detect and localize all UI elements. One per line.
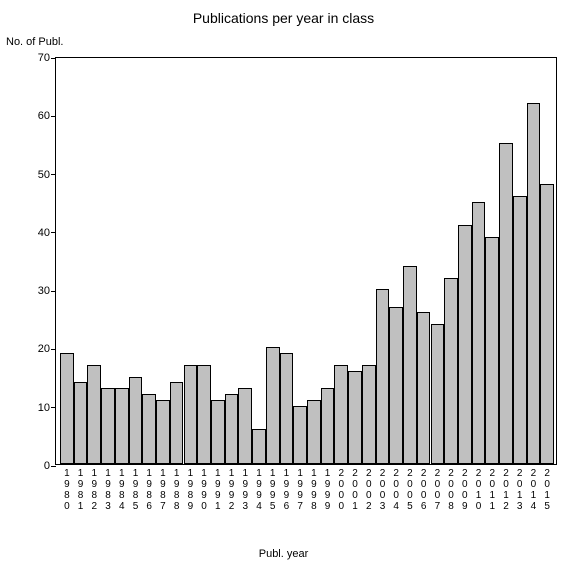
xtick-label: 2 0 1 3 — [513, 464, 527, 512]
bar — [389, 307, 403, 464]
ytick-label: 0 — [20, 460, 56, 472]
bar — [458, 225, 472, 464]
xtick-label: 1 9 8 4 — [115, 464, 129, 512]
xtick-label: 1 9 8 1 — [74, 464, 88, 512]
ytick-label: 30 — [20, 285, 56, 297]
bar — [527, 103, 541, 464]
xtick-label: 1 9 9 9 — [321, 464, 335, 512]
plot-area: 0102030405060701 9 8 01 9 8 11 9 8 21 9 … — [55, 57, 557, 465]
bar — [334, 365, 348, 464]
xtick-label: 1 9 9 5 — [266, 464, 280, 512]
chart-title: Publications per year in class — [0, 10, 567, 26]
xtick-label: 1 9 8 5 — [129, 464, 143, 512]
bar — [156, 400, 170, 464]
xtick-label: 2 0 1 4 — [527, 464, 541, 512]
bar — [142, 394, 156, 464]
xtick-label: 2 0 0 0 — [334, 464, 348, 512]
chart-container: Publications per year in class No. of Pu… — [0, 0, 567, 567]
bar — [101, 388, 115, 464]
ytick-label: 50 — [20, 169, 56, 181]
bar — [444, 278, 458, 465]
xtick-label: 1 9 8 9 — [184, 464, 198, 512]
ytick-label: 40 — [20, 227, 56, 239]
bar — [403, 266, 417, 464]
ytick-label: 60 — [20, 110, 56, 122]
xtick-label: 1 9 8 2 — [87, 464, 101, 512]
bar — [266, 347, 280, 464]
bar — [293, 406, 307, 464]
x-axis-label: Publ. year — [0, 548, 567, 560]
xtick-label: 1 9 8 3 — [101, 464, 115, 512]
xtick-label: 1 9 8 0 — [60, 464, 74, 512]
y-axis-label: No. of Publ. — [6, 36, 63, 48]
bar — [115, 388, 129, 464]
bar — [238, 388, 252, 464]
bar — [129, 377, 143, 464]
xtick-label: 2 0 0 4 — [389, 464, 403, 512]
xtick-label: 2 0 0 1 — [348, 464, 362, 512]
xtick-label: 2 0 0 8 — [444, 464, 458, 512]
bar — [362, 365, 376, 464]
xtick-label: 1 9 9 6 — [280, 464, 294, 512]
bar — [348, 371, 362, 464]
bar — [513, 196, 527, 464]
xtick-label: 2 0 0 6 — [417, 464, 431, 512]
xtick-label: 1 9 8 7 — [156, 464, 170, 512]
bar — [87, 365, 101, 464]
bar — [60, 353, 74, 464]
xtick-label: 2 0 0 2 — [362, 464, 376, 512]
bar — [211, 400, 225, 464]
bar — [197, 365, 211, 464]
xtick-label: 2 0 1 1 — [485, 464, 499, 512]
xtick-label: 1 9 9 2 — [225, 464, 239, 512]
ytick-label: 20 — [20, 343, 56, 355]
xtick-label: 1 9 9 3 — [238, 464, 252, 512]
xtick-label: 2 0 1 2 — [499, 464, 513, 512]
bar — [170, 382, 184, 464]
bar — [225, 394, 239, 464]
xtick-label: 1 9 9 0 — [197, 464, 211, 512]
xtick-label: 2 0 0 7 — [431, 464, 445, 512]
bar — [540, 184, 554, 464]
bar — [252, 429, 266, 464]
bar — [376, 289, 390, 464]
bar — [472, 202, 486, 464]
xtick-label: 2 0 0 5 — [403, 464, 417, 512]
xtick-label: 2 0 1 0 — [472, 464, 486, 512]
bar — [321, 388, 335, 464]
xtick-label: 1 9 8 8 — [170, 464, 184, 512]
bar — [74, 382, 88, 464]
ytick-label: 70 — [20, 52, 56, 64]
xtick-label: 1 9 9 8 — [307, 464, 321, 512]
bar — [417, 312, 431, 464]
xtick-label: 1 9 9 4 — [252, 464, 266, 512]
xtick-label: 1 9 9 1 — [211, 464, 225, 512]
xtick-label: 2 0 0 3 — [376, 464, 390, 512]
ytick-label: 10 — [20, 402, 56, 414]
xtick-label: 1 9 9 7 — [293, 464, 307, 512]
xtick-label: 2 0 0 9 — [458, 464, 472, 512]
xtick-label: 2 0 1 5 — [540, 464, 554, 512]
bar — [280, 353, 294, 464]
bar — [485, 237, 499, 464]
bar — [307, 400, 321, 464]
bar — [431, 324, 445, 464]
xtick-label: 1 9 8 6 — [142, 464, 156, 512]
bar — [499, 143, 513, 464]
bar — [184, 365, 198, 464]
